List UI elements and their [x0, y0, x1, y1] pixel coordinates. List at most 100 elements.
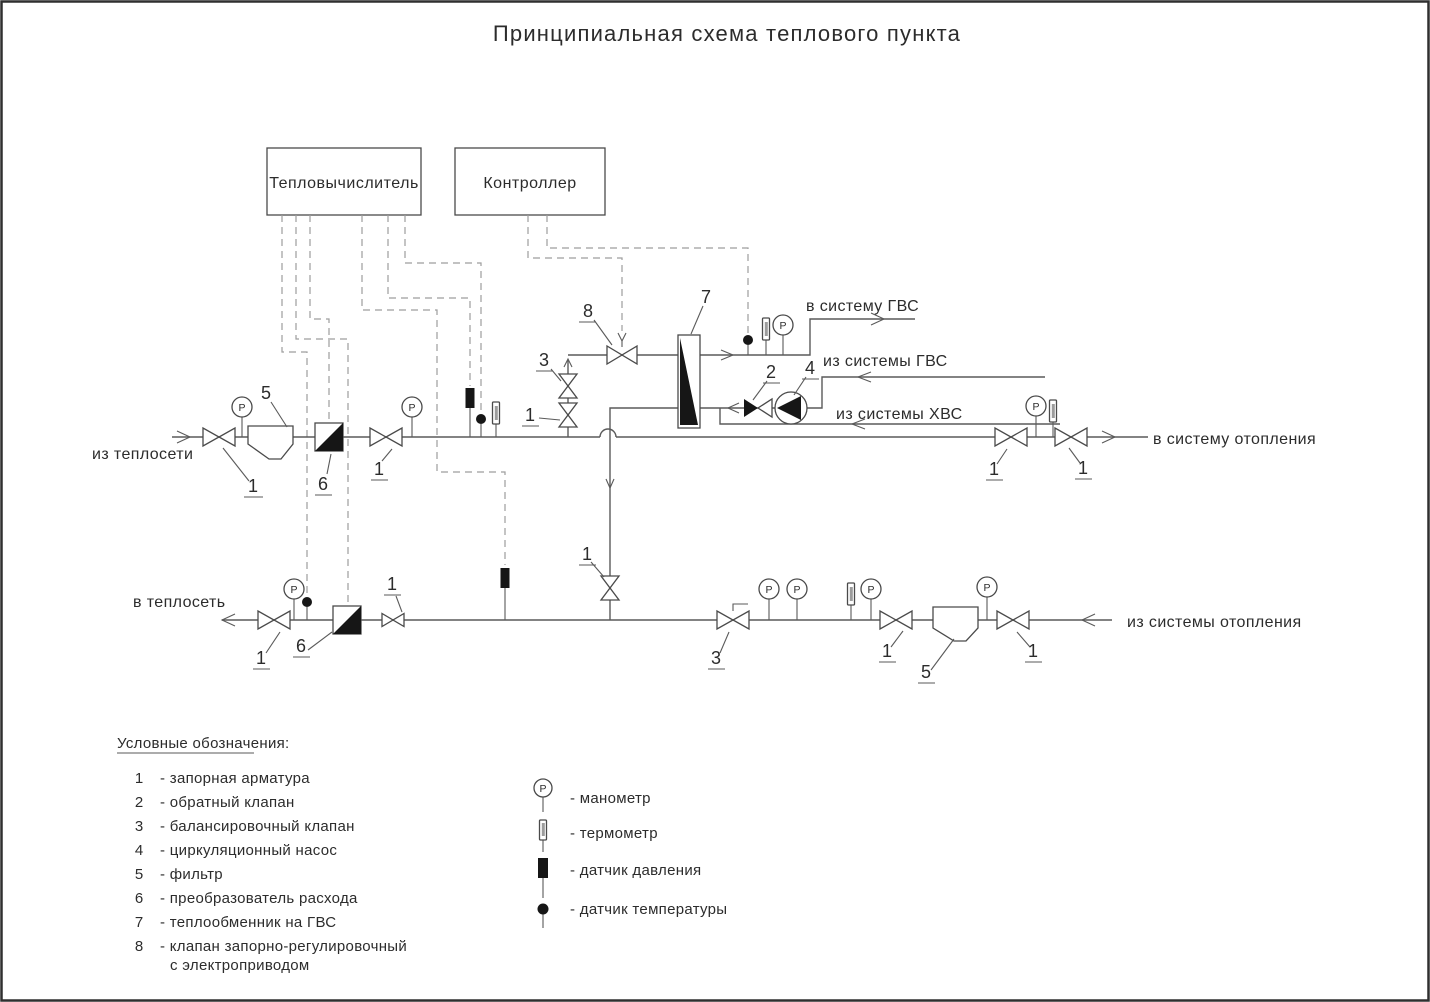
thermometers	[491, 317, 1058, 620]
thermometer-icon	[491, 401, 501, 437]
link-calculator-to-supply-temp-sensor	[404, 215, 482, 412]
callout-1: 1	[1016, 631, 1042, 663]
legend-item-2: 2 - обратный клапан	[135, 794, 294, 811]
svg-text:P: P	[539, 783, 546, 795]
svg-text:5: 5	[261, 383, 271, 403]
pressure-sensor-icon	[500, 568, 510, 620]
callout-6: 6	[293, 631, 333, 658]
svg-text:- термометр: - термометр	[570, 825, 658, 842]
legend-item-4: 4 - циркуляционный насос	[135, 842, 337, 859]
balancing-valve-return-icon	[716, 603, 750, 631]
arrow-from-dhw-icon	[856, 371, 872, 383]
callout-1: 1	[1068, 447, 1092, 480]
control-valve-arrow-icon	[617, 332, 627, 343]
filter-return-icon	[932, 606, 979, 642]
callout-3: 3	[536, 350, 562, 382]
arrow-from-cold-water-icon	[850, 418, 866, 430]
svg-text:6: 6	[135, 890, 143, 907]
arrow-riser-down-icon	[605, 478, 615, 490]
link-calculator-to-supply-flowmeter	[309, 215, 330, 421]
callout-8: 8	[579, 301, 613, 346]
callout-7: 7	[690, 287, 711, 335]
svg-text:- запорная арматура: - запорная арматура	[160, 770, 310, 787]
svg-text:P: P	[983, 582, 990, 594]
svg-text:3: 3	[539, 350, 549, 370]
svg-text:5: 5	[135, 866, 143, 883]
svg-text:1: 1	[135, 770, 143, 787]
callout-3: 3	[708, 631, 730, 670]
svg-text:1: 1	[374, 459, 384, 479]
svg-text:- преобразователь расхода: - преобразователь расхода	[160, 890, 358, 907]
temperature-sensor-icon	[743, 335, 753, 355]
svg-text:P: P	[290, 584, 297, 596]
svg-text:- балансировочный клапан: - балансировочный клапан	[160, 818, 355, 835]
svg-text:4: 4	[805, 358, 815, 378]
heat-calculator-rect	[266, 147, 422, 216]
thermometer-icon	[1048, 399, 1058, 437]
svg-text:- датчик давления: - датчик давления	[570, 862, 701, 879]
signal-links	[281, 215, 749, 602]
legend-symbol-manometer: P - манометр	[533, 778, 651, 812]
dhw-supply-line	[700, 318, 915, 356]
svg-text:P: P	[765, 584, 772, 596]
flowmeter-supply-icon	[314, 422, 344, 452]
sensors	[302, 335, 753, 620]
heat-exchanger-icon	[677, 334, 701, 429]
svg-text:- фильтр: - фильтр	[160, 866, 223, 883]
svg-text:P: P	[867, 584, 874, 596]
exchanger-primary-return	[609, 407, 678, 620]
balancing-valve-branch-icon	[557, 373, 579, 399]
valve-riser-icon	[599, 575, 621, 601]
svg-text:4: 4	[135, 842, 143, 859]
manometer-icon: P	[860, 578, 882, 620]
callouts: 1 5 6 1 3 1 8 7 2 4 1 1 1 6 1 1 3 1 5 1	[222, 287, 1092, 684]
svg-text:8: 8	[135, 938, 143, 955]
valve-return-before-filter-icon	[879, 609, 913, 631]
svg-text:1: 1	[525, 405, 535, 425]
flowmeter-return-icon	[332, 605, 362, 635]
manometer-icon: P	[401, 396, 423, 437]
valve-supply-inlet-icon	[202, 426, 236, 448]
valve-supply-outlet-2-icon	[1054, 426, 1088, 448]
legend: Условные обозначения: 1 - запорная армату…	[117, 735, 727, 974]
pressure-sensor-icon	[465, 388, 475, 437]
valve-return-inlet-icon	[996, 609, 1030, 631]
pressure-gauges: P P P P P P P P P	[231, 314, 1047, 620]
manometer-icon: P	[976, 576, 998, 620]
valve-return-small-icon	[381, 612, 405, 628]
components	[247, 334, 979, 642]
pressure-sensor-icon	[538, 858, 548, 898]
temperature-sensor-icon	[476, 414, 486, 437]
callout-1: 1	[522, 405, 561, 427]
svg-text:P: P	[779, 320, 786, 332]
flow-arrows	[176, 312, 1117, 627]
label-from-heat-network: из теплосети	[92, 446, 193, 463]
arrow-to-heating-icon	[1101, 430, 1117, 444]
link-calculator-to-return-temp-sensor	[281, 215, 308, 593]
valve-branch-icon	[557, 402, 579, 428]
svg-text:P: P	[1032, 401, 1039, 413]
callout-1: 1	[384, 574, 403, 613]
legend-item-5: 5 - фильтр	[135, 866, 223, 883]
controller-label: Контроллер	[483, 175, 576, 192]
arrow-from-heating-icon	[1080, 613, 1096, 627]
thermometer-icon	[538, 819, 548, 852]
svg-text:1: 1	[387, 574, 397, 594]
svg-text:6: 6	[318, 474, 328, 494]
callout-1: 1	[579, 544, 605, 578]
cold-water-line	[719, 408, 1060, 425]
circulation-pump-icon	[774, 391, 808, 425]
label-to-dhw: в систему ГВС	[806, 298, 919, 315]
temperature-sensor-icon	[302, 597, 312, 620]
svg-text:5: 5	[921, 662, 931, 682]
callout-5: 5	[261, 383, 288, 428]
control-valve-8-icon	[606, 344, 638, 366]
link-controller-to-control-valve	[527, 215, 623, 331]
valves	[202, 344, 1088, 631]
svg-text:1: 1	[989, 459, 999, 479]
legend-item-8: 8 - клапан запорно-регулировочный с элек…	[135, 938, 407, 974]
svg-text:P: P	[408, 402, 415, 414]
temperature-sensor-icon	[537, 903, 549, 928]
